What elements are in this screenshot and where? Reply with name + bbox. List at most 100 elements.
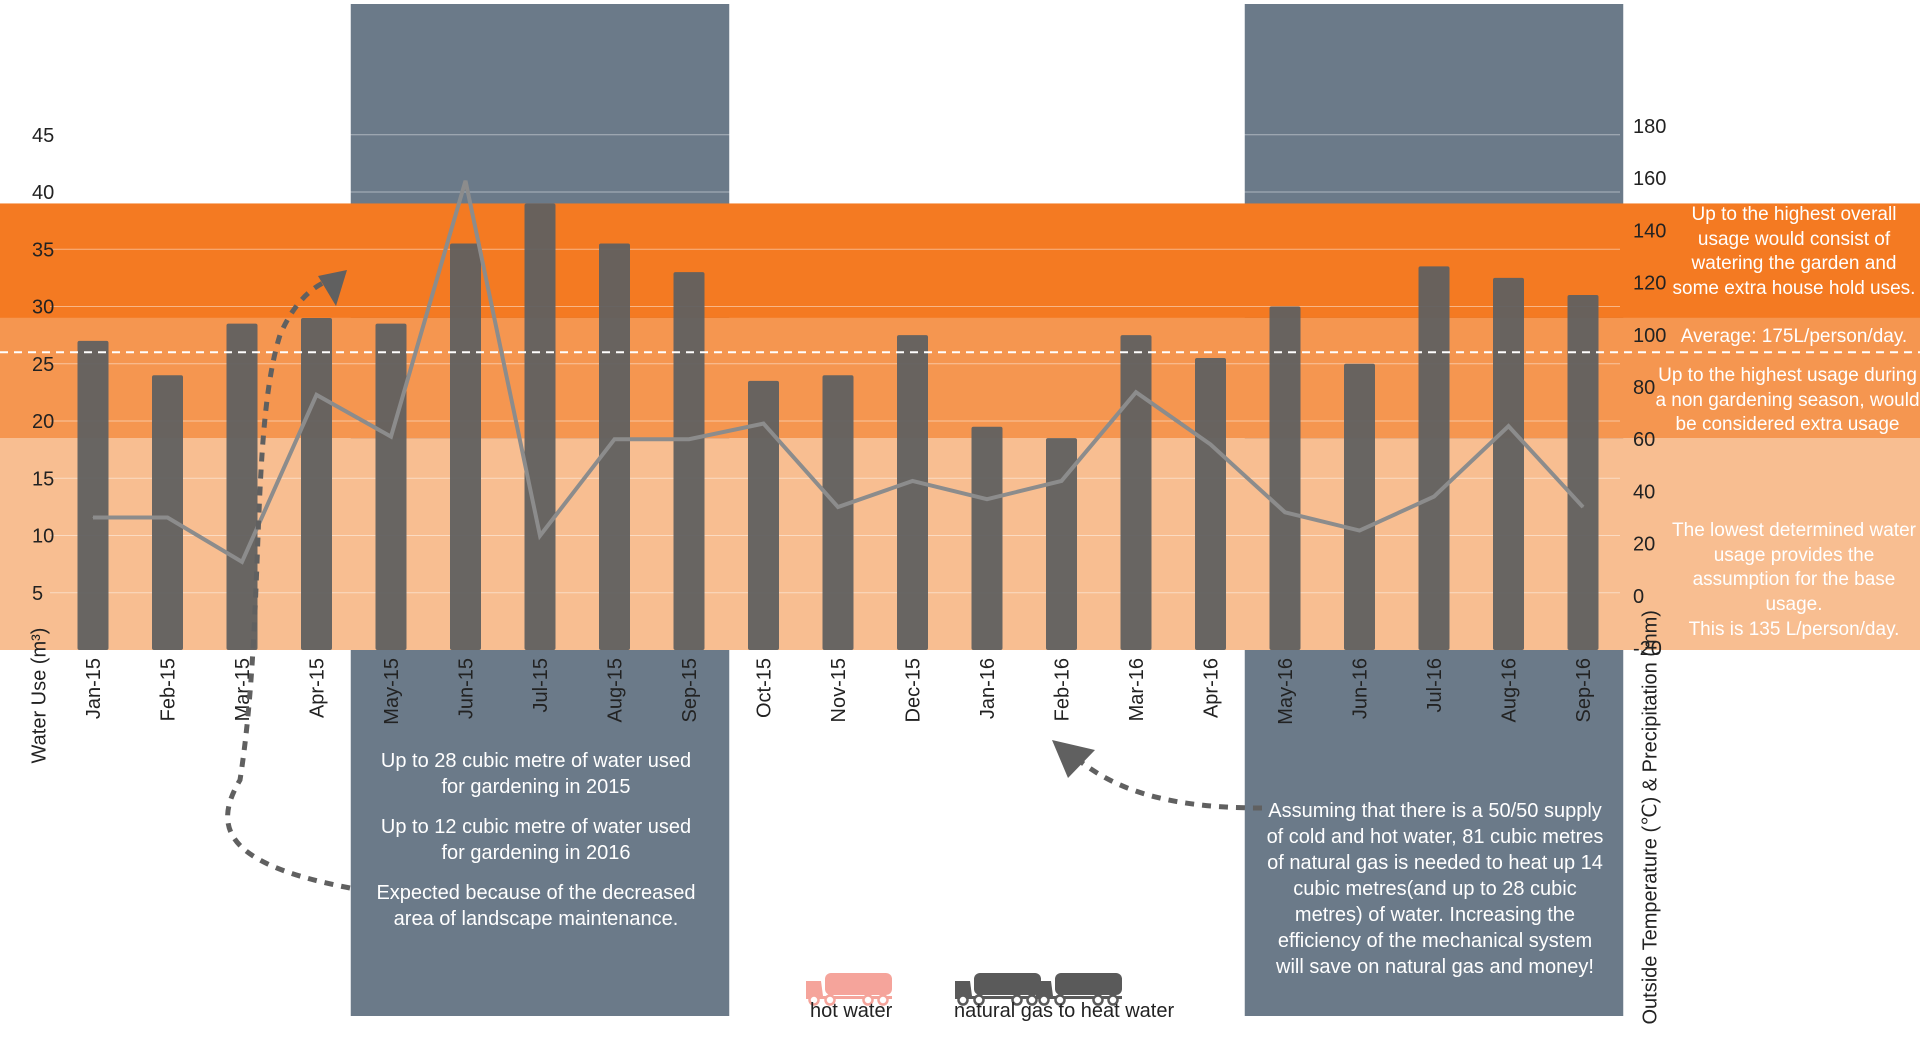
bar-feb-15 xyxy=(152,375,183,650)
bar-dec-15 xyxy=(897,335,928,650)
band-extra xyxy=(0,317,1920,439)
legend-label-hot-water: hot water xyxy=(810,1000,893,1022)
note-extra-usage: Up to the highest usage during a non gar… xyxy=(1655,365,1920,436)
x-tick-aug-16: Aug-16 xyxy=(1499,658,1521,723)
line-point-may-16 xyxy=(1284,511,1286,513)
y-tick-right-20: 20 xyxy=(1633,534,1655,556)
arrow-to-gardening-peak xyxy=(225,277,351,891)
line-point-feb-15 xyxy=(167,517,168,518)
x-tick-apr-16: Apr-16 xyxy=(1201,658,1223,718)
band-highest xyxy=(0,203,1920,318)
x-tick-oct-15: Oct-15 xyxy=(754,658,776,718)
line-point-sep-16 xyxy=(1582,506,1584,508)
note-highest-usage: Up to the highest overall usage would co… xyxy=(1672,204,1916,300)
x-tick-jan-15: Jan-15 xyxy=(83,658,105,719)
hot-water-truck-icon xyxy=(806,973,892,1006)
line-point-dec-15 xyxy=(912,480,913,482)
line-point-jul-16 xyxy=(1433,496,1435,498)
bar-jun-15 xyxy=(450,243,481,650)
x-tick-jul-15: Jul-15 xyxy=(530,658,552,712)
bar-apr-16 xyxy=(1195,358,1226,650)
line-point-feb-16 xyxy=(1061,480,1062,482)
x-tick-dec-15: Dec-15 xyxy=(903,658,925,722)
y-tick-right-120: 120 xyxy=(1633,273,1666,295)
y-tick-right-80: 80 xyxy=(1633,377,1655,399)
note-base-usage: The lowest determined water usage provid… xyxy=(1668,519,1920,642)
bar-feb-16 xyxy=(1046,438,1077,650)
arrowhead-gardening xyxy=(318,270,347,306)
x-tick-may-16: May-16 xyxy=(1275,658,1297,725)
y-axis-left-title: Water Use (m³) xyxy=(28,627,51,764)
bar-jan-15 xyxy=(77,340,109,650)
y-tick-left-5: 5 xyxy=(32,583,43,605)
y-tick-left-25: 25 xyxy=(32,354,54,376)
x-tick-mar-16: Mar-16 xyxy=(1126,658,1148,721)
y-tick-right-40: 40 xyxy=(1633,481,1655,503)
x-tick-feb-16: Feb-16 xyxy=(1052,658,1074,721)
bar-nov-15 xyxy=(822,375,854,650)
y-tick-left-40: 40 xyxy=(32,182,54,204)
bar-may-16 xyxy=(1269,306,1301,650)
bar-sep-16 xyxy=(1567,295,1599,650)
y-tick-left-35: 35 xyxy=(32,239,54,261)
arrow-to-gas-note xyxy=(1073,755,1263,811)
y-tick-right-0: 0 xyxy=(1633,586,1644,608)
line-point-aug-15 xyxy=(614,438,615,440)
line-point-aug-16 xyxy=(1508,425,1509,427)
line-point-jan-15 xyxy=(92,517,94,518)
line-point-jun-16 xyxy=(1359,530,1360,532)
gardening-annotation: Up to 28 cubic metre of water used for g… xyxy=(368,748,704,946)
y-tick-right-160: 160 xyxy=(1633,168,1666,190)
line-point-oct-15 xyxy=(763,423,764,425)
line-point-jan-16 xyxy=(986,498,988,500)
x-tick-mar-15: Mar-15 xyxy=(232,658,254,721)
note-average: Average: 175L/person/day. xyxy=(1680,326,1908,347)
bar-aug-16 xyxy=(1493,277,1524,650)
line-point-mar-15 xyxy=(241,561,243,563)
line-point-sep-15 xyxy=(688,438,690,440)
y-tick-left-30: 30 xyxy=(32,297,54,319)
x-tick-jan-16: Jan-16 xyxy=(977,658,999,719)
line-point-apr-16 xyxy=(1210,443,1211,445)
bar-may-15 xyxy=(375,323,407,650)
y-tick-left-15: 15 xyxy=(32,468,54,490)
natural-gas-truck-icon-2 xyxy=(1036,973,1122,1006)
bar-jun-16 xyxy=(1344,363,1375,650)
y-tick-left-10: 10 xyxy=(32,526,54,548)
gardening-note-2015: Up to 28 cubic metre of water used for g… xyxy=(380,750,692,798)
bar-apr-15 xyxy=(301,317,332,650)
y-tick-right-180: 180 xyxy=(1633,116,1666,138)
bar-jul-16 xyxy=(1418,266,1450,650)
legend-label-natural-gas: natural gas to heat water xyxy=(954,1000,1175,1022)
bar-jul-15 xyxy=(524,203,556,650)
bar-aug-15 xyxy=(599,243,630,650)
x-tick-jun-15: Jun-15 xyxy=(456,658,478,719)
bar-jan-16 xyxy=(971,426,1003,650)
y-tick-left-20: 20 xyxy=(32,411,54,433)
x-tick-jul-16: Jul-16 xyxy=(1424,658,1446,712)
line-point-jul-15 xyxy=(539,535,541,537)
gardening-note-reason: Expected because of the decreased area o… xyxy=(376,882,696,930)
band-base xyxy=(0,438,1920,650)
bar-sep-15 xyxy=(673,272,705,650)
line-point-nov-15 xyxy=(837,506,839,508)
y-tick-right-60: 60 xyxy=(1633,429,1655,451)
x-tick-feb-15: Feb-15 xyxy=(158,658,180,721)
x-tick-jun-16: Jun-16 xyxy=(1350,658,1372,719)
bar-oct-15 xyxy=(748,380,779,650)
x-tick-sep-15: Sep-15 xyxy=(679,658,701,723)
line-point-apr-15 xyxy=(316,394,317,396)
x-tick-may-15: May-15 xyxy=(381,658,403,725)
line-point-mar-16 xyxy=(1135,391,1137,393)
y-tick-left-45: 45 xyxy=(32,125,54,147)
arrowhead-gas xyxy=(1052,740,1095,778)
x-tick-nov-15: Nov-15 xyxy=(828,658,850,722)
y-tick-right-100: 100 xyxy=(1633,325,1666,347)
note-base-usage-line-1: The lowest determined water usage provid… xyxy=(1672,520,1916,616)
gas-annotation: Assuming that there is a 50/50 supply of… xyxy=(1266,800,1604,978)
natural-gas-truck-icon xyxy=(955,973,1041,1006)
gardening-note-2016: Up to 12 cubic metre of water used for g… xyxy=(380,816,692,864)
y-tick-right-140: 140 xyxy=(1633,220,1666,242)
x-tick-apr-15: Apr-15 xyxy=(307,658,329,718)
